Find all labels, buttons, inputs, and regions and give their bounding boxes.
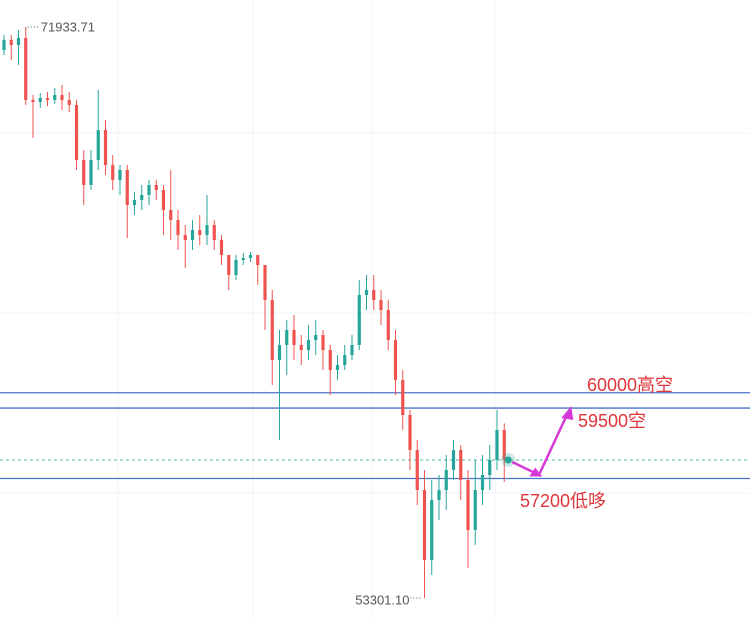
candle-body: [9, 39, 13, 45]
candle-body: [306, 339, 311, 351]
candle-body: [16, 38, 21, 45]
candle-body: [125, 169, 129, 205]
candle-body: [103, 129, 108, 165]
candle-body: [379, 299, 383, 310]
candle-body: [248, 255, 253, 259]
candle-body: [408, 414, 412, 451]
candle-body: [321, 334, 325, 351]
candle-body: [147, 185, 151, 195]
candle-body: [343, 354, 347, 365]
candle-body: [314, 334, 318, 340]
candle-body: [422, 489, 427, 560]
candle-body: [45, 98, 50, 100]
candle-body: [67, 99, 71, 105]
candle-body: [118, 169, 122, 180]
high-label: 71933.71: [41, 19, 95, 34]
candle-body: [176, 220, 180, 235]
candle-body: [473, 489, 477, 530]
candle-body: [38, 98, 42, 102]
candle-body: [205, 225, 209, 235]
candle-body: [140, 194, 144, 200]
candle-body: [393, 339, 398, 380]
candle-body: [219, 239, 224, 256]
candle-body: [82, 160, 86, 186]
candle-body: [190, 229, 195, 240]
candle-body: [430, 499, 434, 560]
candle-body: [292, 329, 296, 345]
candle-body: [89, 160, 93, 186]
candle-body: [444, 469, 448, 490]
candle-body: [60, 95, 64, 100]
candle-body: [466, 479, 470, 530]
price-dot: [504, 456, 512, 464]
candle-body: [2, 39, 6, 51]
candle-body: [488, 459, 492, 475]
candle-body: [277, 344, 282, 360]
candle-body: [357, 294, 361, 345]
candle-body: [401, 379, 405, 415]
candle-body: [74, 104, 79, 161]
candle-body: [132, 199, 137, 205]
level-label: 59500空: [578, 411, 646, 431]
candle-body: [364, 289, 369, 295]
candle-body: [480, 474, 485, 490]
candle-body: [335, 364, 340, 370]
candle-body: [328, 350, 332, 370]
candle-body: [154, 185, 158, 191]
candle-body: [299, 344, 303, 351]
candle-body: [241, 258, 245, 260]
candle-body: [256, 255, 260, 265]
candle-body: [31, 99, 35, 102]
candle-body: [227, 255, 231, 275]
level-label: 60000高空: [587, 375, 673, 395]
candle-body: [437, 489, 441, 500]
candle-body: [386, 309, 390, 340]
candle-body: [270, 299, 274, 360]
candle-body: [263, 264, 267, 300]
low-label: 53301.10: [355, 592, 409, 607]
level-label: 57200低哆: [520, 491, 606, 511]
candle-body: [415, 450, 419, 490]
candle-body: [53, 95, 57, 100]
candle-body: [183, 234, 187, 240]
candle-body: [459, 450, 463, 480]
candle-body: [234, 259, 238, 275]
candle-body: [198, 229, 202, 235]
candle-body: [451, 450, 456, 470]
candle-body: [24, 38, 28, 100]
candle-body: [111, 164, 115, 180]
arrow-head: [561, 406, 574, 421]
candle-body: [161, 190, 166, 210]
candle-body: [495, 429, 499, 460]
trend-arrow: [537, 411, 570, 478]
candle-body: [502, 429, 506, 460]
candle-body: [350, 344, 354, 355]
candle-body: [212, 225, 216, 240]
candle-body: [169, 209, 173, 221]
candle-body: [372, 289, 376, 300]
candle-body: [96, 129, 100, 161]
candle-body: [285, 329, 289, 345]
